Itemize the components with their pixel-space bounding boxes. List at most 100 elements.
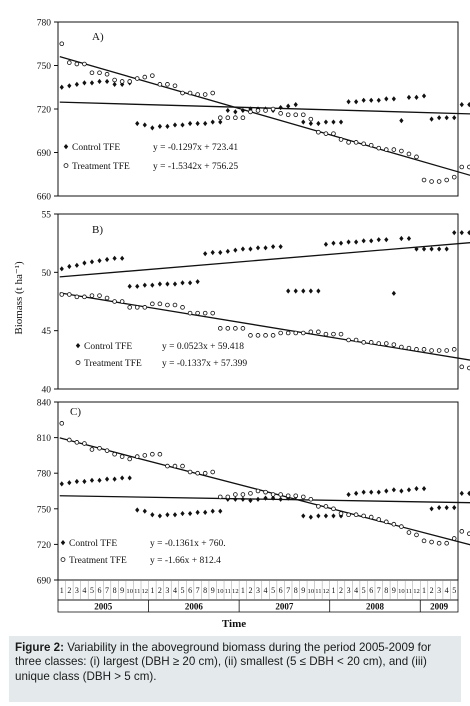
treatment-point	[429, 348, 434, 353]
month-tick-label: 6	[98, 586, 102, 595]
treatment-point	[406, 151, 412, 157]
control-point	[323, 119, 329, 125]
treatment-point	[278, 111, 283, 116]
time-axis: 1 2 3 4 5 6 7 8 9 10 11 12 1 2 3 4 5 6 7 8 9 10 11 12 1 2 3 4 5 6 7 8 9 1…	[57, 579, 459, 613]
control-point	[142, 508, 147, 514]
treatment-point	[346, 512, 351, 518]
treatment-point	[233, 115, 238, 120]
month-tick-label: 11	[225, 588, 231, 595]
treatment-point	[195, 470, 200, 476]
treatment-point	[467, 531, 470, 537]
treatment-point	[233, 326, 238, 331]
y-tick-label: 750	[37, 505, 52, 515]
month-tick-label: 11	[315, 588, 321, 595]
control-point	[301, 288, 306, 294]
treatment-point	[285, 330, 291, 336]
treatment-point	[210, 310, 216, 316]
control-point	[459, 230, 464, 236]
control-point	[150, 512, 155, 518]
treatment-point	[210, 90, 216, 96]
month-tick-label: 9	[120, 586, 124, 595]
treatment-point	[467, 365, 470, 371]
control-point	[67, 83, 72, 89]
control-point	[316, 288, 321, 294]
treatment-point	[157, 451, 163, 457]
month-tick-label: 1	[331, 586, 335, 595]
treatment-point	[384, 519, 389, 525]
control-point	[361, 238, 366, 244]
treatment-point	[59, 421, 65, 426]
treatment-point	[444, 348, 449, 353]
control-point	[331, 119, 336, 125]
legend-label: Treatment TFE	[84, 359, 142, 369]
legend-marker-control	[63, 144, 69, 150]
treatment-point	[270, 106, 276, 112]
control-point	[406, 94, 412, 100]
treatment-point	[444, 540, 449, 546]
month-tick-label: 10	[126, 588, 133, 595]
treatment-point	[278, 492, 283, 497]
control-point	[203, 120, 208, 127]
control-point	[286, 288, 291, 294]
treatment-point	[150, 451, 155, 457]
panel-label: C)	[70, 406, 81, 418]
month-tick-label: 10	[308, 588, 315, 595]
treatment-point	[134, 305, 140, 310]
treatment-point	[165, 302, 170, 308]
month-tick-label: 8	[203, 586, 207, 595]
treatment-point	[300, 494, 306, 500]
month-tick-label: 12	[141, 588, 148, 595]
month-tick-label: 8	[294, 586, 298, 595]
treatment-point	[391, 521, 397, 527]
treatment-point	[217, 494, 223, 500]
control-point	[112, 255, 117, 261]
treatment-point	[270, 492, 276, 497]
regression-line-treatment	[59, 55, 470, 176]
month-tick-label: 9	[392, 586, 396, 595]
control-point	[391, 487, 396, 493]
treatment-point	[157, 82, 163, 87]
treatment-point	[225, 326, 231, 331]
control-point	[270, 244, 276, 250]
control-point	[233, 247, 238, 253]
treatment-point	[59, 292, 65, 297]
treatment-point	[391, 147, 397, 152]
control-point	[97, 258, 102, 264]
control-point	[429, 506, 434, 512]
y-tick-label: 810	[37, 434, 52, 444]
y-tick-label: 750	[37, 62, 52, 72]
control-point	[180, 510, 185, 517]
panel-3: 690 720 750 780 810 840 C) Control TFE y = -0.13…	[37, 399, 470, 587]
control-point	[346, 239, 351, 245]
control-point	[82, 80, 87, 86]
month-tick-label: 12	[323, 588, 330, 595]
month-tick-label: 11	[134, 588, 140, 595]
treatment-point	[376, 341, 382, 346]
treatment-point	[263, 333, 268, 338]
control-point	[97, 78, 102, 85]
treatment-point	[74, 294, 80, 300]
treatment-point	[429, 179, 434, 184]
control-point	[301, 513, 306, 519]
control-point	[104, 78, 110, 85]
control-point	[444, 505, 449, 511]
treatment-point	[270, 333, 276, 338]
treatment-point	[82, 294, 87, 300]
control-point	[127, 283, 132, 289]
control-point	[263, 495, 268, 501]
control-point	[89, 259, 95, 265]
treatment-point	[300, 112, 306, 118]
month-tick-label: 6	[279, 586, 283, 595]
treatment-point	[195, 310, 200, 316]
control-point	[361, 489, 366, 495]
treatment-point	[112, 299, 117, 304]
treatment-point	[361, 513, 366, 519]
control-point	[187, 120, 193, 127]
control-point	[263, 245, 268, 251]
treatment-point	[233, 492, 238, 497]
treatment-point	[406, 345, 412, 351]
treatment-point	[195, 92, 200, 97]
control-point	[331, 513, 336, 519]
month-tick-label: 3	[256, 586, 260, 595]
panel-label: B)	[92, 224, 103, 236]
